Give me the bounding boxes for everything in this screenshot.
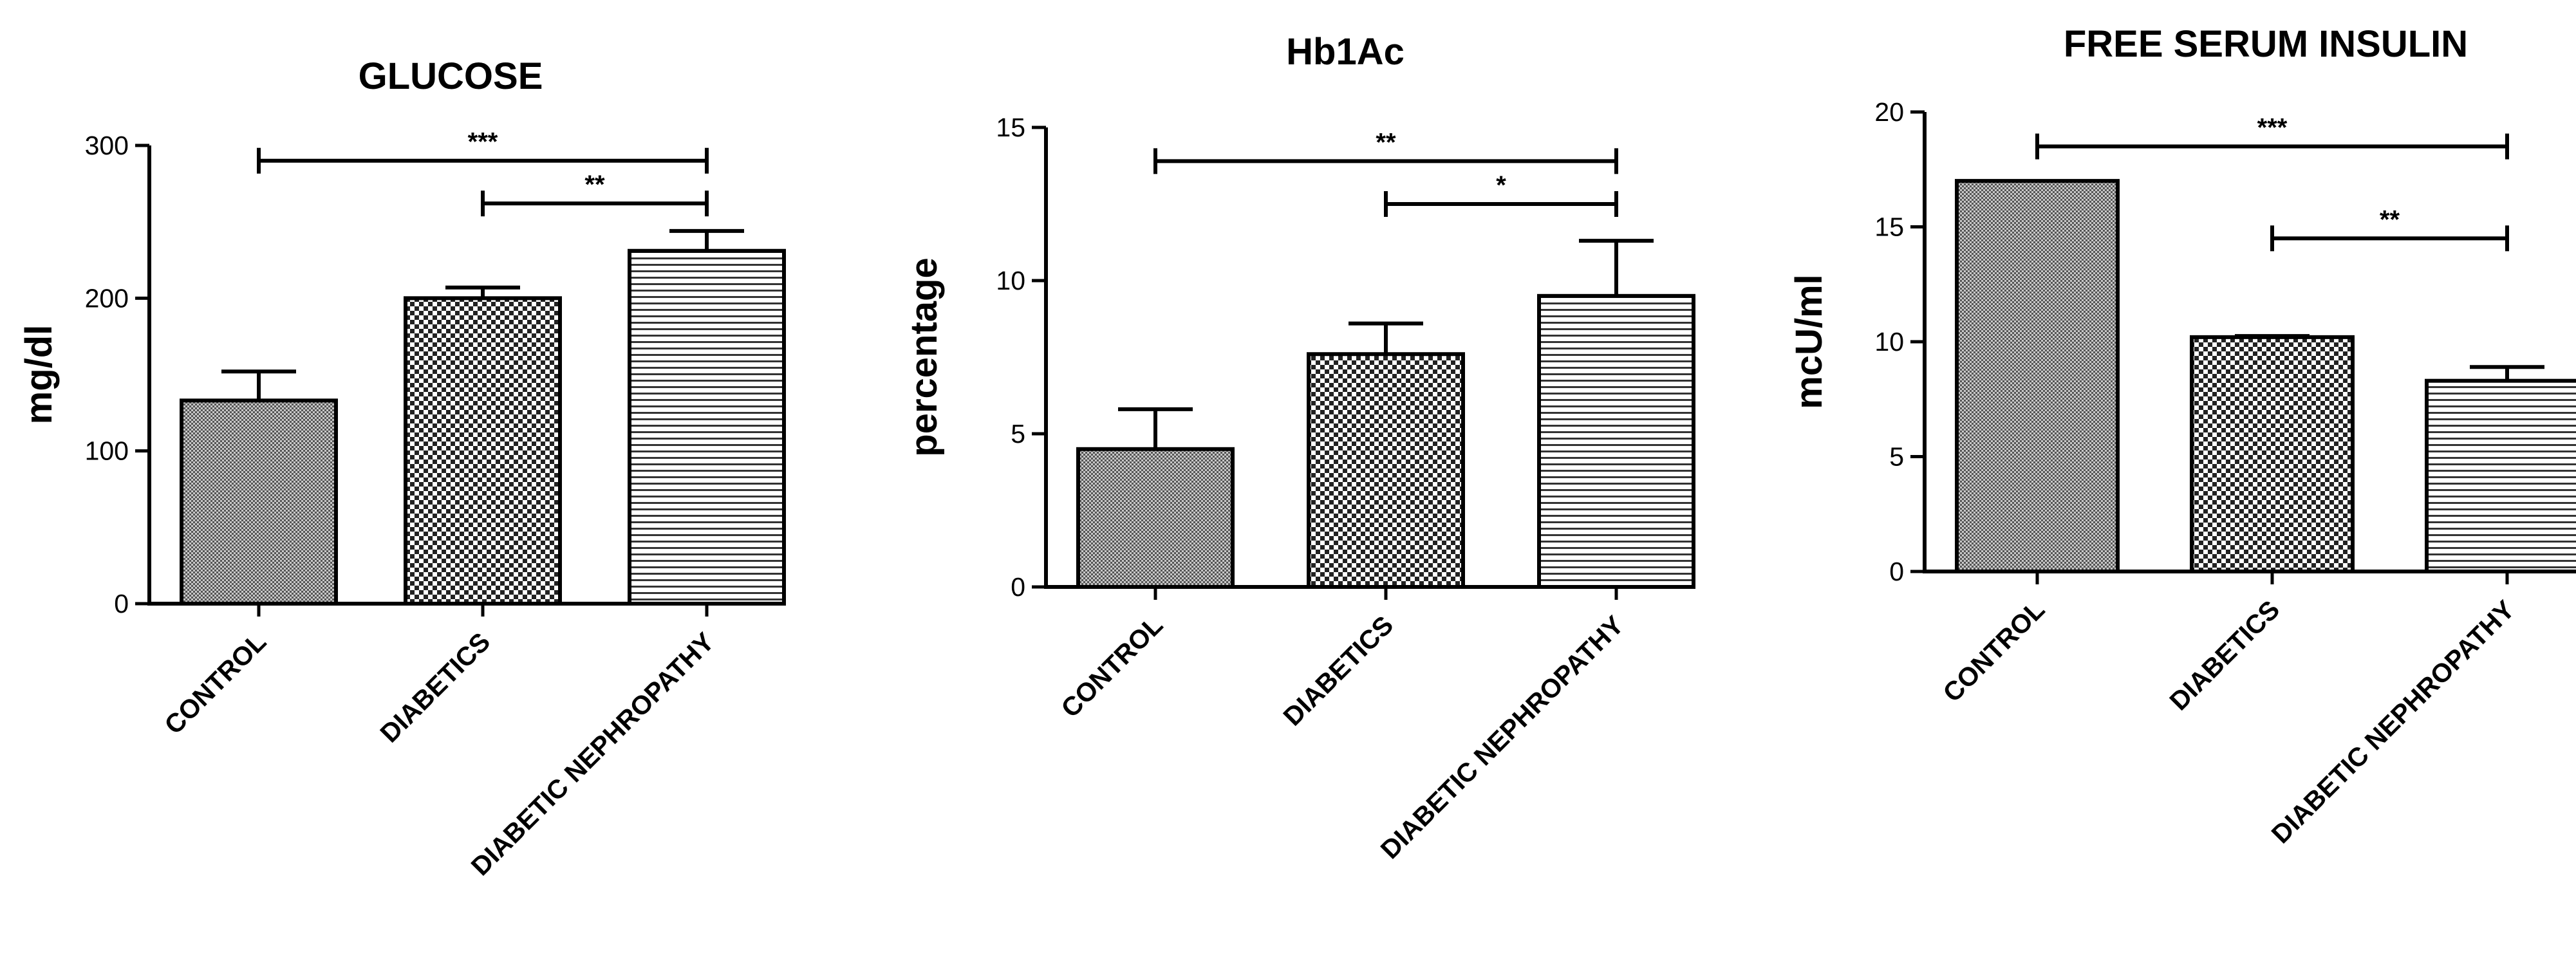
category-label: DIABETICS — [2164, 595, 2286, 716]
bar-diabetic-nephropathy — [628, 248, 786, 606]
significance-label: * — [1496, 171, 1506, 200]
bar-control — [1076, 447, 1235, 589]
chart-panel-3: FREE SERUM INSULIN mcU/ml 0 5 10 15 20 CONTROL D… — [1788, 23, 2576, 849]
y-tick-label: 0 — [1889, 557, 1904, 586]
y-tick-label: 200 — [85, 283, 129, 313]
y-axis-label: mcU/ml — [1788, 274, 1830, 409]
chart-title: GLUCOSE — [359, 55, 543, 97]
y-tick-label: 100 — [85, 436, 129, 466]
bar-control — [180, 398, 338, 606]
y-tick-label: 0 — [114, 589, 129, 618]
bar-diabetics — [404, 296, 562, 606]
y-tick-label: 15 — [1874, 212, 1904, 242]
y-tick-label: 5 — [1889, 442, 1904, 472]
y-tick-label: 0 — [1011, 572, 1025, 602]
category-label: CONTROL — [1056, 610, 1169, 723]
bar-diabetic-nephropathy — [1537, 293, 1695, 589]
category-label: DIABETIC NEPHROPATHY — [1375, 610, 1629, 864]
category-label: CONTROL — [159, 627, 272, 740]
y-axis-label: mg/dl — [18, 325, 60, 425]
y-axis-label: percentage — [903, 257, 945, 456]
bar-diabetics — [2190, 335, 2355, 573]
category-label: DIABETIC NEPHROPATHY — [2266, 595, 2520, 849]
y-tick-label: 15 — [996, 113, 1025, 142]
category-label: DIABETICS — [375, 627, 496, 748]
y-tick-label: 10 — [996, 266, 1025, 295]
category-label: DIABETIC NEPHROPATHY — [465, 627, 720, 881]
chart-panel-2: Hb1Ac percentage 0 5 10 15 CONTROL DIABETICSDIA… — [903, 31, 1695, 864]
significance-label: ** — [2380, 205, 2400, 234]
significance-label: ** — [584, 171, 605, 199]
y-tick-label: 10 — [1874, 327, 1904, 357]
significance-label: *** — [2257, 114, 2288, 142]
chart-title: Hb1Ac — [1286, 31, 1405, 73]
category-label: CONTROL — [1937, 595, 2051, 708]
y-tick-label: 5 — [1011, 419, 1025, 449]
bar-diabetic-nephropathy — [2425, 378, 2576, 573]
category-label: DIABETICS — [1278, 610, 1399, 732]
bar-diabetics — [1307, 352, 1465, 589]
significance-label: *** — [468, 128, 498, 156]
y-tick-label: 300 — [85, 131, 129, 160]
significance-label: ** — [1376, 128, 1396, 156]
y-tick-label: 20 — [1874, 97, 1904, 127]
chart-panel-1: GLUCOSE mg/dl 0 100 200 300 CONTROL DIABETICSDI… — [18, 55, 786, 881]
bar-control — [1955, 179, 2120, 574]
chart-title: FREE SERUM INSULIN — [2064, 23, 2468, 65]
